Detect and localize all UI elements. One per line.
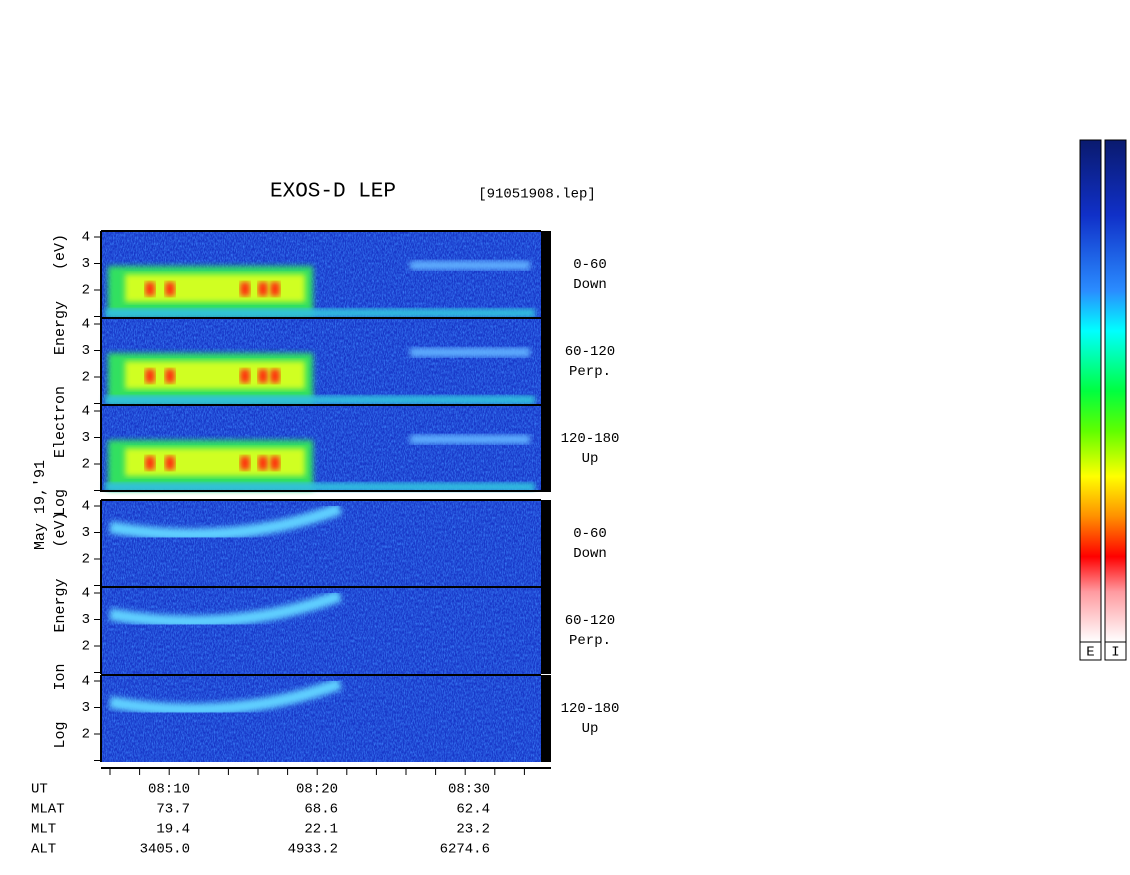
pitch-range: 60-120 — [565, 344, 615, 360]
ion-axis-label: Log Ion Energy (eV) — [52, 511, 69, 748]
flux-peak — [270, 282, 280, 297]
ion-arc — [108, 590, 343, 628]
date-label: May 19,'91 — [32, 460, 49, 550]
flux-low — [105, 482, 535, 492]
y-tick-label: 4 — [82, 404, 90, 420]
ephemeris-value: 23.2 — [456, 822, 490, 838]
flux-peak — [258, 369, 268, 384]
edge-bar — [541, 405, 551, 492]
flux-high — [410, 260, 530, 270]
ephemeris-label: ALT — [31, 842, 56, 858]
flux-peak — [258, 282, 268, 297]
y-tick-label: 2 — [82, 639, 90, 655]
ephemeris-value: 19.4 — [156, 822, 190, 838]
pitch-range: 0-60 — [573, 257, 607, 273]
flux-peak — [145, 369, 155, 384]
flux-high — [410, 347, 530, 357]
edge-bar — [541, 675, 551, 762]
pitch-range: 0-60 — [573, 526, 607, 542]
y-tick-label: 4 — [82, 317, 90, 333]
ephemeris-value: 3405.0 — [140, 842, 190, 858]
ephemeris-value: 22.1 — [304, 822, 338, 838]
flux-low — [105, 308, 535, 318]
ephemeris-value: 08:30 — [448, 782, 490, 798]
ephemeris-value: 62.4 — [456, 802, 490, 818]
y-tick-label: 2 — [82, 552, 90, 568]
y-tick-label: 3 — [82, 343, 90, 359]
ephemeris-label: MLAT — [31, 802, 65, 818]
pitch-range: 60-120 — [565, 613, 615, 629]
edge-bar — [541, 500, 551, 587]
direction: Down — [573, 546, 607, 562]
flux-peak — [165, 456, 175, 471]
ephemeris-value: 08:20 — [296, 782, 338, 798]
pitch-range: 120-180 — [561, 431, 620, 447]
y-tick-label: 3 — [82, 256, 90, 272]
y-tick-label: 2 — [82, 727, 90, 743]
colorbar — [1079, 139, 1102, 643]
edge-bar — [541, 231, 551, 318]
ephemeris-value: 68.6 — [304, 802, 338, 818]
direction: Perp. — [569, 364, 611, 380]
direction: Perp. — [569, 633, 611, 649]
panels: 2 3 4 0-60 Down 2 3 4 60-120 Perp. 2 3 4 120-180 Up 2 3 4… — [82, 230, 620, 762]
colorbar — [1104, 139, 1127, 643]
colorbar-label: E — [1086, 645, 1094, 661]
file-name: [91051908.lep] — [478, 187, 596, 203]
ephemeris-value: 4933.2 — [288, 842, 338, 858]
flux-peak — [165, 282, 175, 297]
flux-high — [410, 434, 530, 444]
colorbar-label-box — [1079, 641, 1102, 661]
flux-peak — [240, 369, 250, 384]
ion-arc — [108, 503, 343, 541]
ion-arc — [108, 678, 343, 716]
y-tick-label: 4 — [82, 586, 90, 602]
edge-bar — [541, 587, 551, 674]
ephemeris-label: MLT — [31, 822, 56, 838]
ephemeris-label: UT — [31, 782, 48, 798]
flux-peak — [145, 456, 155, 471]
edge-bar — [541, 318, 551, 405]
direction: Down — [573, 277, 607, 293]
y-tick-label: 4 — [82, 674, 90, 690]
y-tick-label: 3 — [82, 430, 90, 446]
colorbar-label: I — [1111, 645, 1119, 661]
pitch-range: 120-180 — [561, 701, 620, 717]
title: EXOS-D LEP — [270, 181, 396, 204]
y-tick-label: 4 — [82, 499, 90, 515]
colorbar-label-box — [1104, 641, 1127, 661]
flux-peak — [145, 282, 155, 297]
y-tick-label: 2 — [82, 283, 90, 299]
y-tick-label: 2 — [82, 370, 90, 386]
ephemeris-value: 6274.6 — [440, 842, 490, 858]
direction: Up — [582, 451, 599, 467]
flux-peak — [165, 369, 175, 384]
flux-peak — [270, 456, 280, 471]
flux-peak — [240, 282, 250, 297]
y-tick-label: 2 — [82, 457, 90, 473]
electron-axis-label: Log Electron Energy (eV) — [52, 234, 69, 516]
direction: Up — [582, 721, 599, 737]
y-tick-label: 4 — [82, 230, 90, 246]
y-tick-label: 3 — [82, 525, 90, 541]
y-tick-label: 3 — [82, 700, 90, 716]
ephemeris-value: 08:10 — [148, 782, 190, 798]
flux-peak — [270, 369, 280, 384]
ephemeris-value: 73.7 — [156, 802, 190, 818]
flux-peak — [240, 456, 250, 471]
flux-peak — [258, 456, 268, 471]
flux-low — [105, 395, 535, 405]
y-tick-label: 3 — [82, 612, 90, 628]
